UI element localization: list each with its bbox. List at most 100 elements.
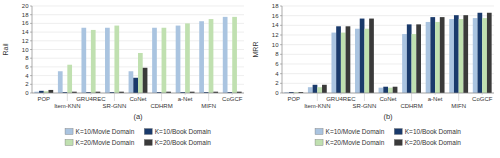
- legend-row: K=10/Movie Domain K=10/Book Domain: [315, 128, 461, 135]
- x-tick: [435, 93, 436, 95]
- bar: [114, 26, 119, 93]
- x-tick: [482, 93, 483, 95]
- x-tick: [340, 93, 341, 95]
- legend-swatch: [144, 129, 152, 135]
- bar: [430, 17, 435, 93]
- bar: [317, 87, 322, 93]
- x-tick-label: SR-GNN: [103, 103, 127, 109]
- bar: [81, 28, 86, 93]
- y-tick-label: 18: [22, 12, 29, 18]
- legend-row: K=20/Movie DomainK=20/Book Domain: [65, 139, 211, 146]
- bar: [232, 17, 237, 93]
- panel: 024681012141618MRRPOPItem-KNNGRU4RECSR-G…: [252, 3, 494, 146]
- bar: [355, 29, 360, 93]
- legend-label: K=10/Movie Domain: [76, 128, 135, 135]
- bar: [487, 13, 492, 93]
- y-tick-label: 10: [272, 42, 279, 48]
- y-tick-label: 6: [275, 61, 279, 67]
- x-tick: [114, 93, 115, 101]
- x-tick-label: GRU4REC: [326, 96, 356, 102]
- legend-label: K=10/Book Domain: [405, 128, 462, 135]
- y-tick-label: 2: [275, 80, 279, 86]
- bar: [143, 68, 148, 93]
- y-tick-label: 8: [25, 55, 29, 61]
- x-tick-label: POP: [287, 96, 300, 102]
- x-tick: [67, 93, 68, 101]
- y-tick-label: 4: [275, 71, 279, 77]
- y-axis-label: MRR: [252, 42, 259, 58]
- grid-line: [32, 14, 244, 15]
- bar: [138, 53, 143, 93]
- y-tick-label: 4: [25, 73, 29, 79]
- bar: [129, 71, 134, 93]
- x-tick-label: Item-KNN: [304, 103, 330, 109]
- bar: [313, 85, 318, 93]
- bar: [346, 26, 351, 93]
- y-tick-label: 0: [25, 90, 29, 96]
- y-axis-label: Rail: [2, 43, 9, 56]
- y-tick-label: 18: [272, 3, 279, 9]
- chart-svg: 02468101214161820RailPOPItem-KNNGRU4RECS…: [0, 0, 500, 158]
- x-tick: [90, 93, 91, 95]
- y-tick-label: 12: [22, 38, 29, 44]
- legend-swatch: [315, 140, 323, 146]
- subtitle: (a): [133, 112, 143, 121]
- y-tick-label: 6: [25, 64, 29, 70]
- legend-swatch: [65, 140, 73, 146]
- y-tick-label: 16: [22, 20, 29, 26]
- bar: [416, 24, 421, 93]
- bar: [407, 24, 412, 93]
- bar: [308, 87, 313, 93]
- y-tick-label: 0: [275, 90, 279, 96]
- y-tick-label: 16: [272, 13, 279, 19]
- legend-row: K=20/Movie DomainK=20/Book Domain: [315, 139, 461, 146]
- x-tick: [43, 93, 44, 95]
- bar: [388, 88, 393, 93]
- bar: [185, 23, 190, 93]
- bar: [393, 87, 398, 93]
- x-tick: [388, 93, 389, 95]
- x-tick: [208, 93, 209, 101]
- bars: [34, 17, 241, 93]
- grid-line: [282, 6, 494, 7]
- x-tick-label: MIFN: [451, 103, 466, 109]
- x-tick: [317, 93, 318, 101]
- y-axis-line: [282, 6, 283, 93]
- bar: [463, 15, 468, 93]
- bar: [364, 29, 369, 93]
- bar: [176, 26, 181, 93]
- page: {"chart_data": [ {"type": "bar", "subtit…: [0, 0, 500, 158]
- bar: [341, 33, 346, 93]
- legend-label: K=10/Movie Domain: [326, 128, 385, 135]
- bar: [67, 65, 72, 93]
- legend-row: K=10/Movie DomainK=10/Book Domain: [65, 128, 211, 135]
- legend-swatch: [394, 140, 402, 146]
- x-tick-label: CoNet: [129, 96, 146, 102]
- bar: [105, 28, 110, 93]
- bar: [449, 19, 454, 93]
- bar: [435, 22, 440, 93]
- bar: [426, 22, 431, 93]
- x-tick: [458, 93, 459, 101]
- legend-swatch: [144, 140, 152, 146]
- bar: [369, 19, 374, 93]
- bar: [412, 34, 417, 93]
- y-tick-label: 14: [22, 29, 29, 35]
- x-tick-label: GRU4REC: [76, 96, 106, 102]
- legend-label: K=20/Book Domain: [155, 139, 212, 146]
- x-tick: [232, 93, 233, 95]
- bar: [383, 87, 388, 93]
- bar: [209, 19, 214, 93]
- x-tick: [293, 93, 294, 95]
- x-tick-label: a-Net: [178, 96, 193, 102]
- bar: [58, 71, 63, 93]
- y-tick-label: 12: [272, 32, 279, 38]
- bar: [459, 19, 464, 93]
- x-tick-label: CoGCF: [472, 96, 493, 102]
- bar: [482, 18, 487, 93]
- legend-swatch: [315, 129, 323, 135]
- x-tick: [364, 93, 365, 101]
- bar: [133, 78, 138, 93]
- bar: [478, 13, 483, 93]
- bar: [162, 28, 167, 93]
